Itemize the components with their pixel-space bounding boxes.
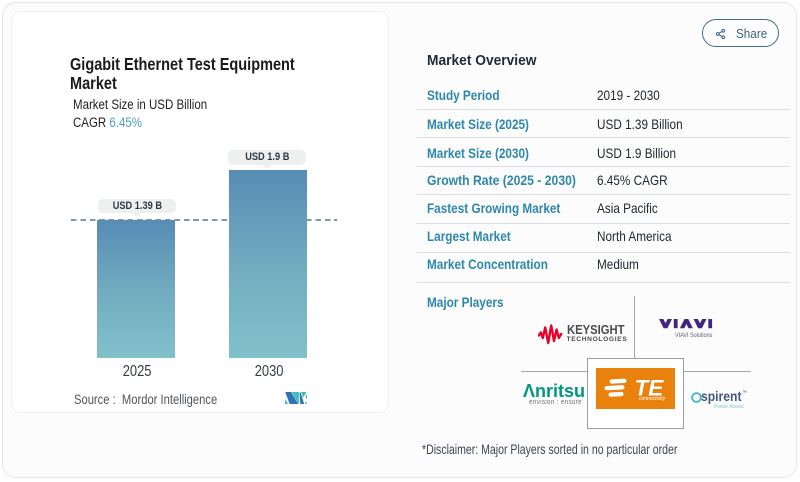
svg-text:connectivity: connectivity <box>639 396 666 402</box>
svg-text:TE: TE <box>634 375 664 400</box>
